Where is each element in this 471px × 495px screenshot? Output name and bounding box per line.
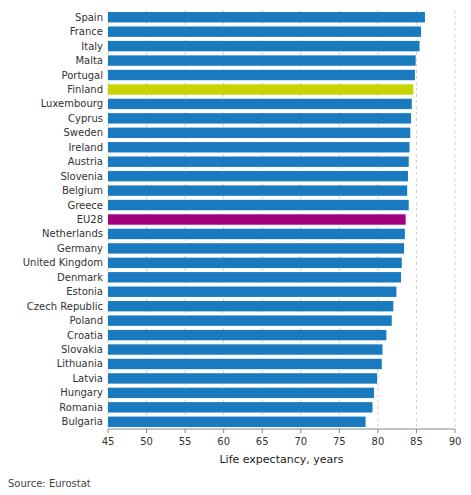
x-tick [108,429,109,433]
category-label: Netherlands [42,228,103,239]
x-tick [262,429,263,433]
x-tick [339,429,340,433]
category-label: Croatia [67,330,103,341]
x-tick [377,429,378,433]
category-label: Poland [70,315,103,326]
category-label: Bulgaria [62,416,103,427]
category-label: Hungary [60,387,103,398]
category-label: EU28 [77,214,103,225]
x-tick-label: 70 [294,436,307,447]
bar [108,26,421,36]
bar [108,359,382,369]
bars [108,12,425,427]
category-label: Finland [67,84,103,95]
category-label: Malta [75,55,103,66]
x-tick-label: 45 [102,436,115,447]
x-tick-label: 80 [372,436,385,447]
category-label: Belgium [62,185,103,196]
bar [108,402,372,412]
source-note: Source: Eurostat [8,478,91,489]
category-label: Czech Republic [27,301,103,312]
category-label: Luxembourg [41,98,103,109]
x-tick-label: 55 [179,436,192,447]
x-tick-label: 50 [140,436,153,447]
x-axis-label: Life expectancy, years [219,453,343,466]
bar [108,84,413,94]
category-label: Italy [81,41,103,52]
x-tick [416,429,417,433]
x-axis-line [108,429,455,430]
grid-line [416,10,417,429]
y-axis: Spain France Italy Malta Portugal Finland Luxe… [23,12,103,428]
bar [108,142,410,152]
bar [108,243,404,253]
bar [108,417,366,427]
category-label: Romania [59,402,103,413]
category-label: Denmark [57,272,103,283]
bar [108,315,392,325]
bar [108,330,386,340]
bar [108,272,401,282]
bar [108,344,383,354]
bar [108,301,393,311]
bar [108,200,409,210]
bar [108,12,425,22]
chart-svg: Spain France Italy Malta Portugal Finland Luxe… [0,0,471,495]
bar [108,388,374,398]
x-axis: 45 50 55 60 65 70 75 80 85 90 Life expectancy, yea… [102,429,462,466]
bar [108,373,377,383]
bar [108,229,405,239]
category-label: Slovakia [61,344,103,355]
category-label: United Kingdom [23,257,103,268]
category-label: France [70,26,103,37]
x-tick [146,429,147,433]
bar [108,55,416,65]
x-tick-label: 90 [449,436,462,447]
category-label: Germany [57,243,103,254]
bar [108,99,412,109]
category-label: Slovenia [60,171,103,182]
x-tick [223,429,224,433]
category-label: Latvia [73,373,103,384]
bar [108,258,402,268]
category-label: Ireland [68,142,103,153]
x-tick-label: 65 [256,436,269,447]
x-tick [185,429,186,433]
category-label: Lithuania [57,358,103,369]
x-tick-label: 60 [217,436,230,447]
grid [108,10,455,429]
bar [108,128,410,138]
grid-line [455,10,456,429]
x-tick-label: 85 [410,436,423,447]
bar [108,157,409,167]
bar [108,214,406,224]
bar [108,171,408,181]
category-label: Sweden [63,127,103,138]
bar [108,41,420,51]
category-label: Cyprus [68,113,103,124]
bar [108,185,407,195]
x-tick-label: 75 [333,436,346,447]
category-label: Spain [75,12,103,23]
x-tick [300,429,301,433]
bar [108,287,396,297]
x-tick [455,429,456,433]
category-label: Estonia [66,286,103,297]
category-label: Greece [67,200,103,211]
chart-container: Spain France Italy Malta Portugal Finland Luxe… [0,0,471,495]
category-label: Austria [68,156,103,167]
category-label: Portugal [62,70,103,81]
bar [108,113,411,123]
bar [108,70,415,80]
